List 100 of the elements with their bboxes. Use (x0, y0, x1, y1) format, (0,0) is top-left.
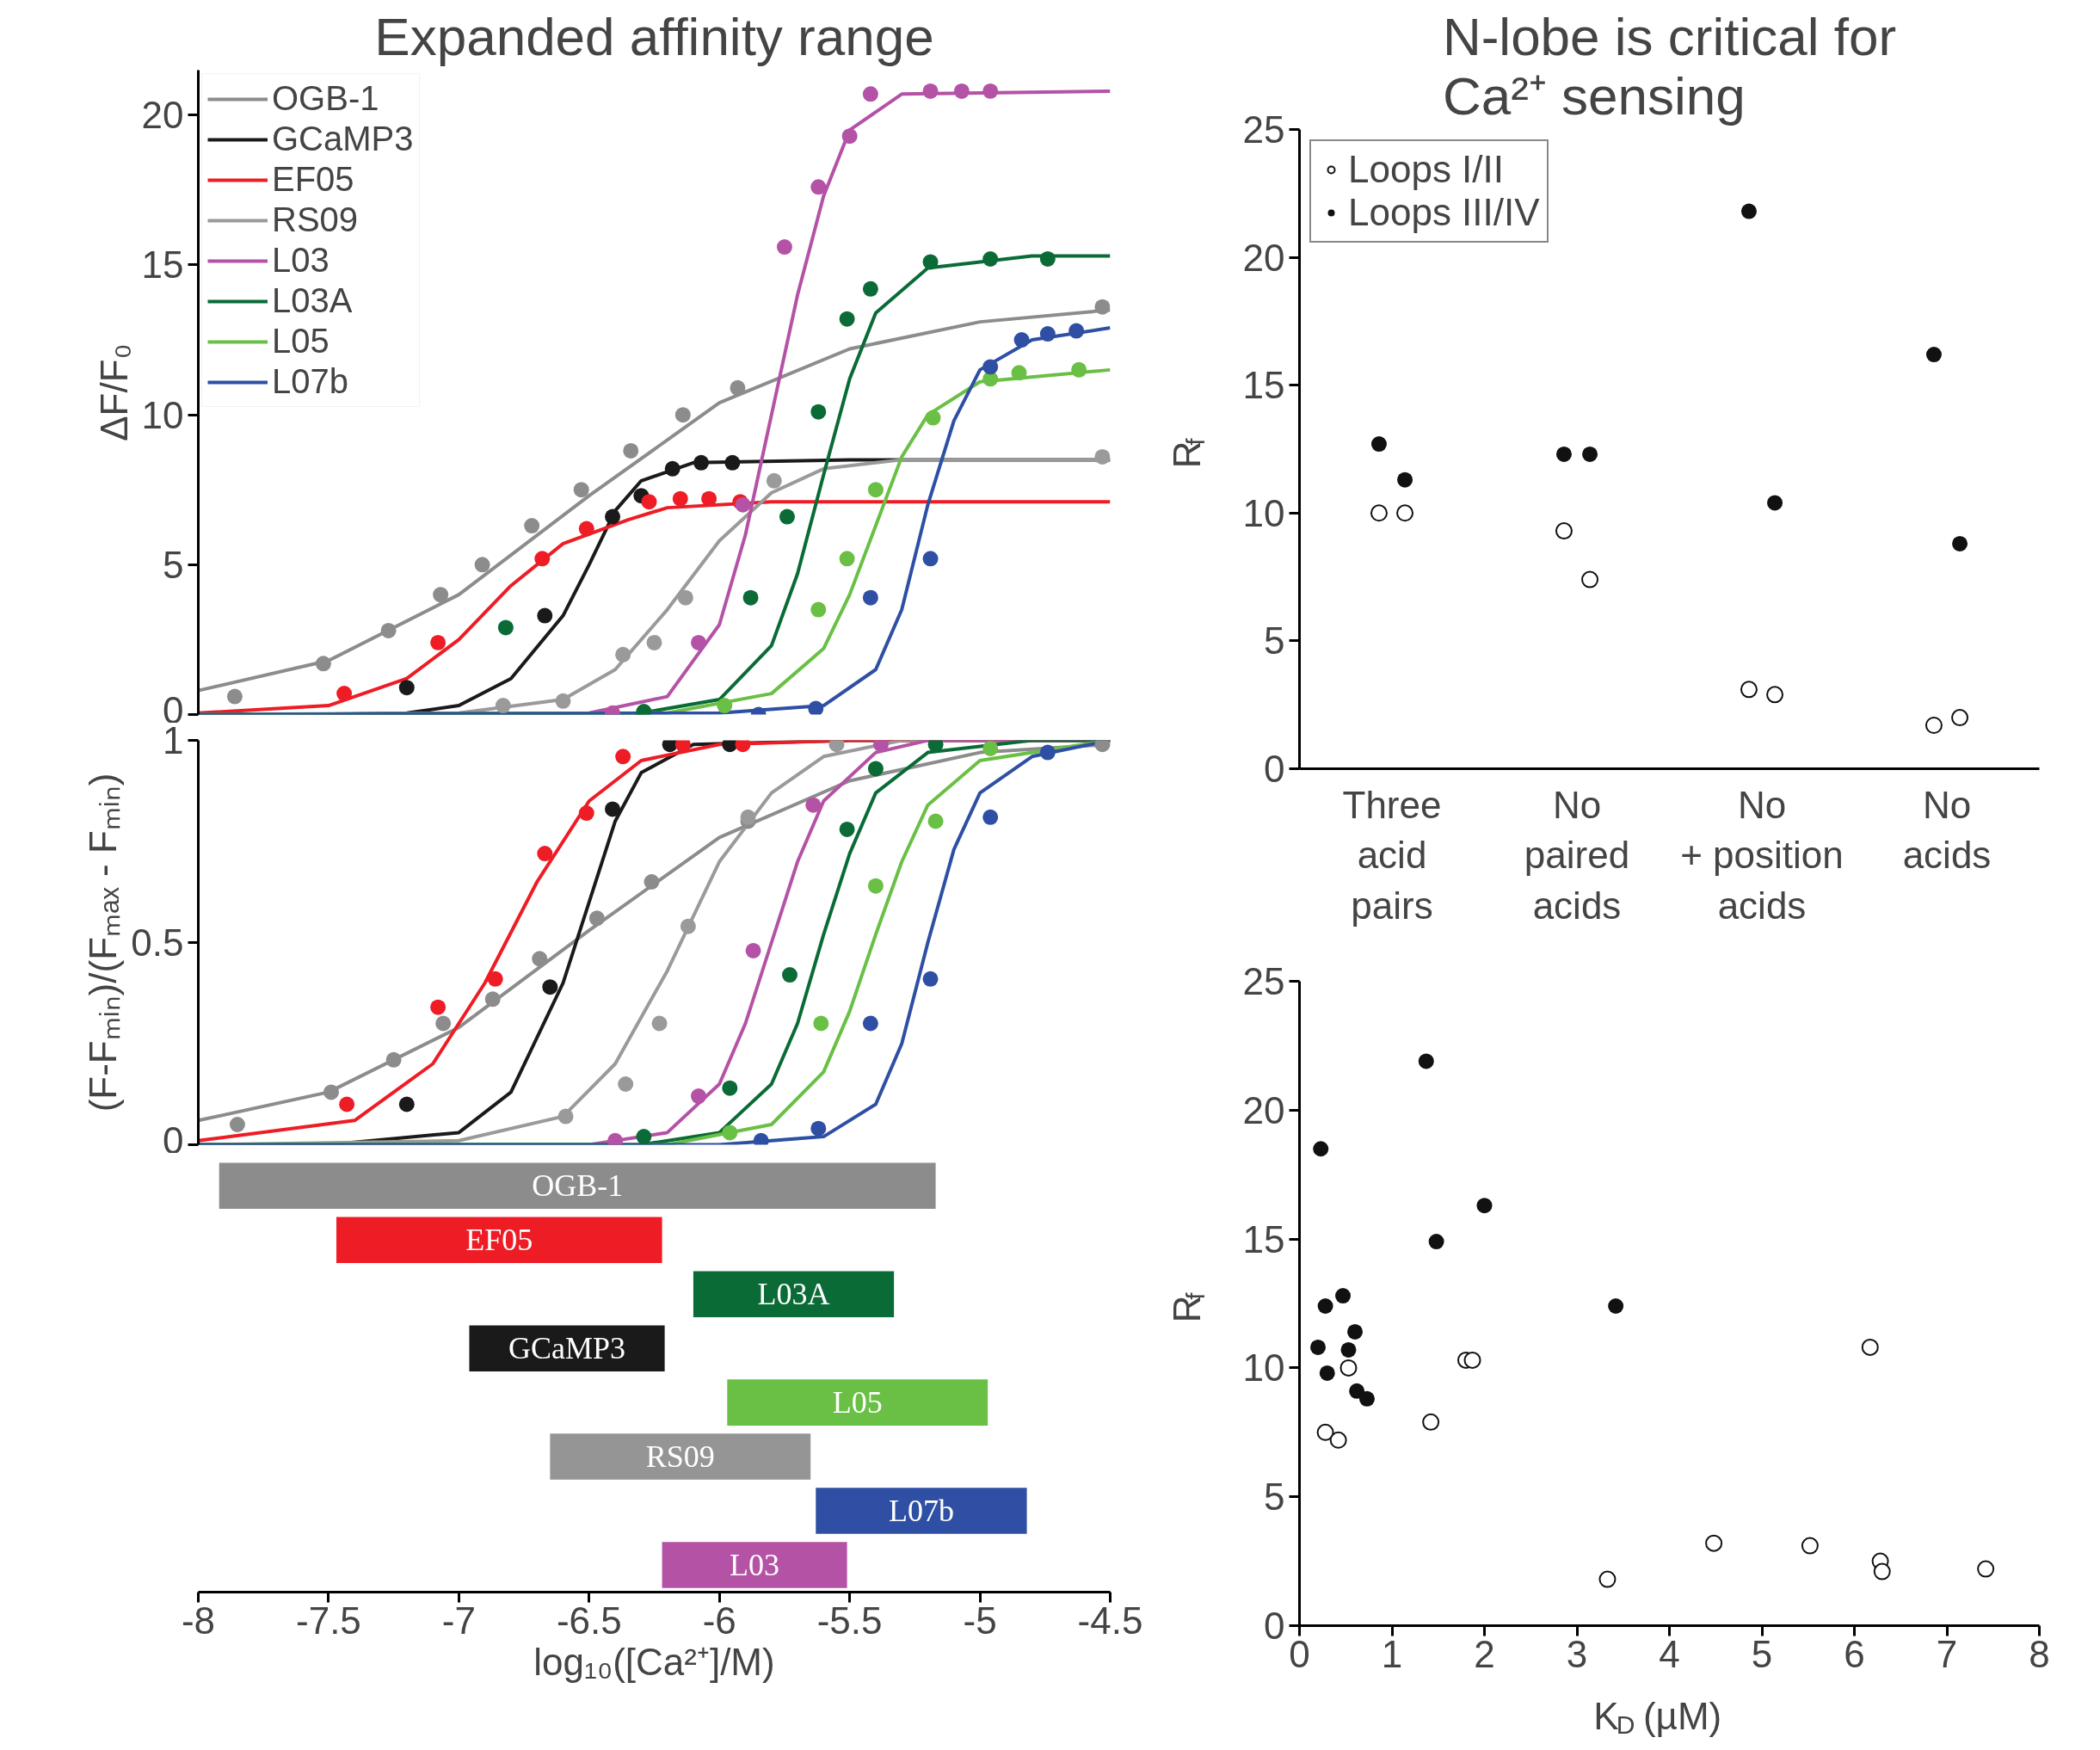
legend-label: L07b (272, 362, 348, 401)
point (1094, 299, 1111, 315)
legend-label: L05 (272, 322, 329, 360)
point (1349, 1383, 1365, 1399)
legend-label: L03A (272, 281, 353, 320)
y-tick-label: 10 (1242, 491, 1285, 534)
point (693, 454, 710, 471)
point (430, 634, 446, 650)
point (1873, 1562, 1891, 1581)
point (982, 83, 999, 99)
category-label: RS09 (645, 1439, 715, 1475)
category-label: L05 (832, 1385, 883, 1420)
category-label: EF05 (465, 1223, 533, 1258)
point (690, 634, 706, 650)
point (672, 490, 688, 507)
legend-label: RS09 (272, 200, 359, 239)
point (867, 482, 884, 498)
legend-label: GCaMP3 (272, 120, 414, 158)
y-tick-label: 5 (1264, 1476, 1285, 1519)
y-tick-label: 5 (1264, 619, 1285, 662)
point (862, 86, 878, 102)
point (862, 280, 878, 297)
y-tick-label: 15 (1242, 1217, 1285, 1260)
x-tick-label: 4 (1659, 1632, 1680, 1675)
bar (219, 1162, 936, 1210)
point (982, 359, 999, 375)
point (810, 404, 827, 420)
bar (662, 1542, 847, 1588)
point (495, 698, 511, 714)
y-tick-label: 10 (1242, 1346, 1285, 1390)
point (724, 454, 741, 471)
point (615, 646, 631, 662)
x-tick-label: 8 (2029, 1632, 2050, 1675)
point (1418, 1053, 1434, 1069)
point (674, 407, 691, 423)
point (226, 688, 243, 705)
point (1313, 1141, 1329, 1157)
point (573, 482, 589, 498)
point (1039, 326, 1056, 342)
point (922, 83, 939, 99)
category-label: L03 (730, 1548, 780, 1583)
x-tick-label: -7 (441, 1599, 476, 1642)
category-label: L07b (888, 1494, 954, 1529)
point (922, 551, 939, 567)
y-axis-title: ΔF/F₀ (92, 343, 135, 441)
legend-label: OGB-1 (272, 79, 379, 118)
point (646, 634, 662, 650)
x-tick-label: -6 (702, 1599, 736, 1642)
x-tick-label: -5.5 (816, 1599, 883, 1642)
y-axis-title: Rf (1166, 437, 1210, 469)
y-tick-label: 0.5 (131, 921, 184, 964)
point (605, 508, 621, 525)
y-tick-label: 25 (1242, 960, 1285, 1002)
point (953, 83, 970, 99)
category-label: L03A (757, 1277, 830, 1312)
x-tick-label: -4.5 (1077, 1599, 1143, 1642)
point (1011, 365, 1027, 381)
legend-label: Loops I/II (1348, 148, 1505, 191)
point (1094, 448, 1111, 465)
x-tick-label: -7.5 (296, 1599, 361, 1642)
point (1463, 1351, 1481, 1369)
y-tick-label: 20 (141, 94, 184, 137)
point (1428, 1234, 1444, 1250)
x-tick-label: 3 (1566, 1632, 1588, 1675)
bar (336, 1217, 662, 1263)
bar (816, 1488, 1027, 1534)
y-tick-label: 5 (163, 543, 184, 586)
bar (727, 1379, 988, 1426)
point (534, 551, 551, 567)
y-tick-label: 20 (1242, 1088, 1285, 1131)
point (623, 442, 639, 459)
point (336, 686, 353, 702)
point (1071, 361, 1087, 378)
point (1317, 1298, 1333, 1314)
point (776, 239, 792, 256)
x-tick-label: -5 (963, 1599, 997, 1642)
point (925, 410, 941, 426)
point (537, 607, 553, 624)
point (474, 557, 490, 573)
point (1316, 1423, 1334, 1441)
point (524, 518, 540, 534)
point (578, 521, 594, 537)
point (1013, 332, 1030, 348)
x-tick-label: -6.5 (556, 1599, 622, 1642)
x-tick-label: Three acid pairs (1342, 783, 1442, 927)
point (1329, 1431, 1347, 1449)
point (1861, 1338, 1879, 1356)
point (922, 254, 939, 270)
x-tick-label: No acids (1902, 783, 1992, 877)
y-tick-label: 10 (141, 393, 184, 436)
point (497, 619, 514, 636)
point (810, 179, 827, 195)
point (1801, 1537, 1819, 1555)
chart-title: Expanded affinity range (374, 6, 934, 66)
point (839, 311, 855, 327)
category-label: GCaMP3 (508, 1331, 626, 1366)
point (730, 379, 746, 396)
point (1358, 1390, 1375, 1407)
y-axis-title: Rf (1166, 1291, 1210, 1323)
point (779, 508, 795, 525)
